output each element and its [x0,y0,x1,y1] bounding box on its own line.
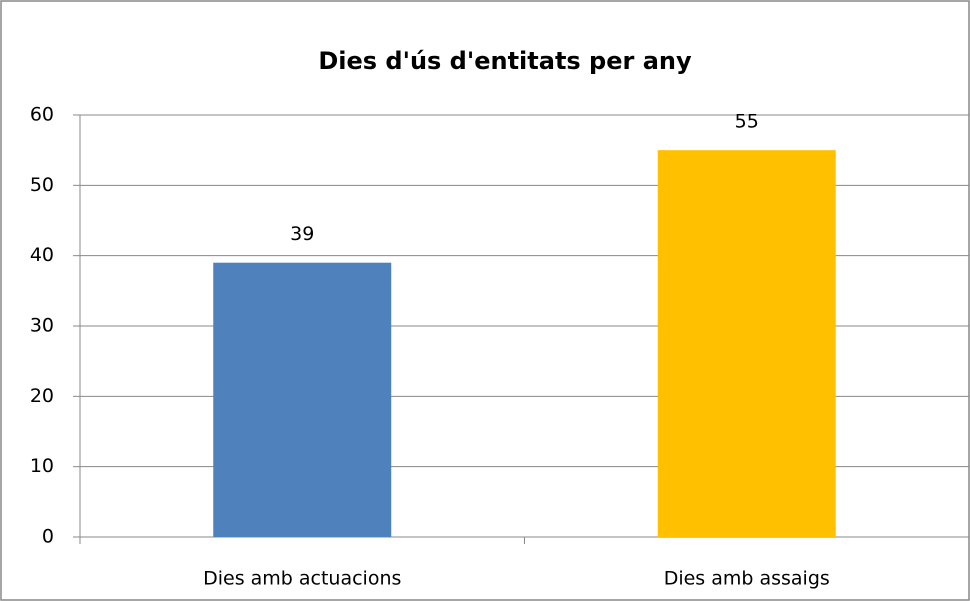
y-tick-label: 20 [30,385,54,407]
data-label: 55 [735,111,759,133]
y-tick-label: 30 [30,315,54,337]
data-label: 39 [290,223,314,245]
y-tick-label: 60 [30,104,54,126]
bar [657,150,836,537]
x-tick-label: Dies amb actuacions [203,568,401,590]
bar [213,262,392,537]
y-tick-label: 0 [42,526,54,548]
y-tick-label: 50 [30,174,54,196]
chart-title: Dies d'ús d'entitats per any [318,47,692,75]
x-tick-label: Dies amb assaigs [664,568,830,590]
y-tick-label: 10 [30,455,54,477]
y-tick-label: 40 [30,244,54,266]
